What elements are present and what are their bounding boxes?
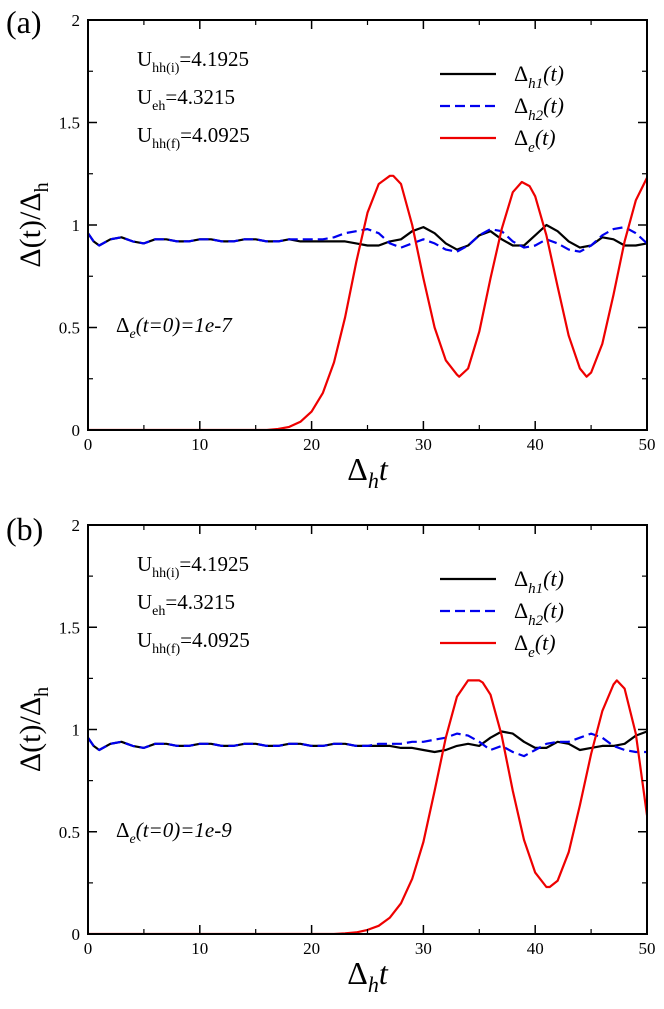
series-line-h2 bbox=[88, 226, 647, 253]
y-tick-label: 1 bbox=[72, 216, 81, 235]
legend-label-h1: Δh1(t) bbox=[514, 61, 564, 92]
x-tick-label: 10 bbox=[191, 435, 208, 454]
param-text: Ueh=4.3215 bbox=[137, 590, 235, 619]
legend-label-h2: Δh2(t) bbox=[514, 93, 564, 124]
param-text: Uhh(i)=4.1925 bbox=[137, 47, 249, 76]
x-tick-label: 30 bbox=[415, 939, 432, 958]
x-axis-label: Δht bbox=[347, 451, 389, 493]
x-tick-label: 50 bbox=[639, 939, 656, 958]
y-tick-label: 0.5 bbox=[59, 319, 80, 338]
legend-label-h2: Δh2(t) bbox=[514, 598, 564, 629]
x-axis-label: Δht bbox=[347, 955, 389, 997]
param-text: Uhh(f)=4.0925 bbox=[137, 123, 250, 152]
y-tick-label: 2 bbox=[72, 11, 81, 30]
y-axis-label: Δ(t)/Δh bbox=[14, 687, 53, 772]
y-tick-label: 0 bbox=[72, 925, 81, 944]
series-line-h2 bbox=[88, 732, 647, 758]
param-text: Uhh(f)=4.0925 bbox=[137, 628, 250, 657]
panel-label: (a) bbox=[6, 4, 42, 40]
param-text: Uhh(i)=4.1925 bbox=[137, 552, 249, 581]
x-tick-label: 50 bbox=[639, 435, 656, 454]
x-tick-label: 20 bbox=[303, 435, 320, 454]
legend-label-h1: Δh1(t) bbox=[514, 566, 564, 597]
legend-label-e: Δe(t) bbox=[514, 630, 556, 661]
x-tick-label: 40 bbox=[527, 939, 544, 958]
y-tick-label: 2 bbox=[72, 516, 81, 535]
y-axis-label: Δ(t)/Δh bbox=[14, 182, 53, 267]
y-tick-label: 1.5 bbox=[59, 618, 80, 637]
initial-condition-annotation: Δe(t=0)=1e-7 bbox=[116, 313, 233, 342]
param-text: Ueh=4.3215 bbox=[137, 85, 235, 114]
y-tick-label: 1.5 bbox=[59, 114, 80, 133]
legend-label-e: Δe(t) bbox=[514, 125, 556, 156]
series-line-e bbox=[88, 174, 647, 430]
y-tick-label: 1 bbox=[72, 721, 81, 740]
x-tick-label: 40 bbox=[527, 435, 544, 454]
panel-label: (b) bbox=[6, 511, 43, 547]
x-tick-label: 30 bbox=[415, 435, 432, 454]
y-tick-label: 0.5 bbox=[59, 823, 80, 842]
series-line-e bbox=[88, 679, 647, 934]
x-tick-label: 20 bbox=[303, 939, 320, 958]
x-tick-label: 10 bbox=[191, 939, 208, 958]
y-tick-label: 0 bbox=[72, 421, 81, 440]
initial-condition-annotation: Δe(t=0)=1e-9 bbox=[116, 818, 232, 847]
x-tick-label: 0 bbox=[84, 435, 93, 454]
chart-panel-a: 0 10 20 30 40 50 0 0.5 1 1.5 2 (a) Δht Δ(t)/Δh Uhh(i)=… bbox=[6, 4, 656, 493]
chart-panel-b: 0 10 20 30 40 50 0 0.5 1 1.5 2 (b) Δht Δ(t)/Δh Uhh(i)=… bbox=[6, 511, 656, 997]
x-tick-label: 0 bbox=[84, 939, 93, 958]
